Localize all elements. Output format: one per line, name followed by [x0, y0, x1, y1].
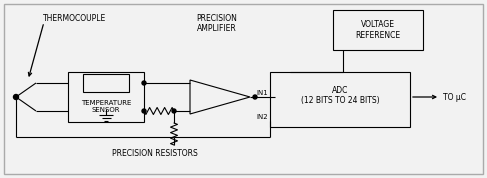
- Circle shape: [142, 109, 146, 113]
- Text: ADC
(12 BITS TO 24 BITS): ADC (12 BITS TO 24 BITS): [300, 86, 379, 105]
- Bar: [68, 72, 144, 122]
- Circle shape: [142, 81, 146, 85]
- Circle shape: [253, 95, 257, 99]
- Circle shape: [172, 109, 176, 113]
- Text: THERMOCOUPLE: THERMOCOUPLE: [43, 14, 106, 23]
- Circle shape: [14, 95, 19, 100]
- Bar: [83, 74, 129, 92]
- Text: PRECISION RESISTORS: PRECISION RESISTORS: [112, 149, 198, 158]
- Text: IN1: IN1: [256, 90, 268, 96]
- Bar: [270, 72, 410, 127]
- Text: TO μC: TO μC: [443, 93, 466, 101]
- Text: VOLTAGE
REFERENCE: VOLTAGE REFERENCE: [356, 20, 401, 40]
- Text: IN2: IN2: [256, 114, 268, 120]
- Bar: [333, 10, 423, 50]
- Text: PRECISION
AMPLIFIER: PRECISION AMPLIFIER: [197, 14, 238, 33]
- Text: TEMPERATURE
SENSOR: TEMPERATURE SENSOR: [81, 100, 131, 113]
